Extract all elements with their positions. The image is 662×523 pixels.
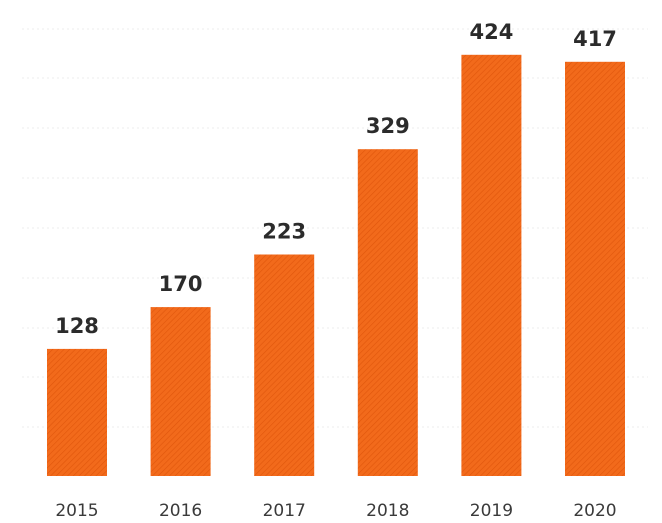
bar-2020 bbox=[565, 61, 625, 477]
data-label-2019: 424 bbox=[469, 20, 513, 44]
data-labels: 128 170 223 329 424 417 bbox=[55, 20, 617, 338]
bar-2015 bbox=[47, 348, 107, 476]
bar-2019 bbox=[461, 54, 522, 477]
x-tick-label-2015: 2015 bbox=[55, 501, 98, 521]
data-label-2020: 417 bbox=[573, 27, 617, 51]
data-label-2015: 128 bbox=[55, 314, 99, 338]
bar-2016 bbox=[150, 307, 211, 476]
data-label-2016: 170 bbox=[159, 272, 203, 296]
gridlines bbox=[22, 28, 648, 428]
data-label-2017: 223 bbox=[262, 220, 306, 244]
x-tick-label-2020: 2020 bbox=[573, 501, 616, 521]
x-tick-label-2018: 2018 bbox=[366, 501, 409, 521]
data-label-2018: 329 bbox=[366, 114, 410, 138]
bar-2018 bbox=[357, 149, 418, 476]
x-tick-label-2019: 2019 bbox=[470, 501, 513, 521]
x-tick-label-2016: 2016 bbox=[159, 501, 202, 521]
bars bbox=[47, 54, 625, 477]
x-tick-label-2017: 2017 bbox=[263, 501, 306, 521]
bar-2017 bbox=[254, 254, 315, 476]
x-axis-tick-labels: 2015 2016 2017 2018 2019 2020 bbox=[55, 501, 616, 521]
